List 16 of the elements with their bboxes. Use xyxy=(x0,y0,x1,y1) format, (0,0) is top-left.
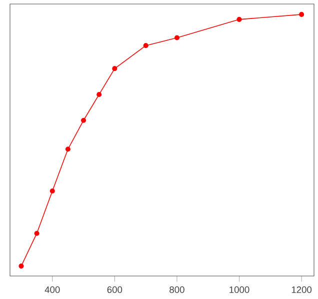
x-tick-label: 400 xyxy=(44,286,60,293)
point xyxy=(299,12,304,17)
point xyxy=(65,146,70,152)
x-tick-label: 1000 xyxy=(230,286,250,293)
point xyxy=(50,188,55,194)
x-tick-label: 1200 xyxy=(292,286,312,293)
point xyxy=(112,66,118,72)
point xyxy=(34,230,40,236)
point xyxy=(80,118,86,123)
x-tick-label: 800 xyxy=(170,286,184,293)
point xyxy=(18,264,24,269)
point xyxy=(174,35,180,40)
point xyxy=(96,92,102,98)
point xyxy=(143,43,148,48)
x-tick-label: 600 xyxy=(107,286,122,293)
point xyxy=(236,16,242,22)
